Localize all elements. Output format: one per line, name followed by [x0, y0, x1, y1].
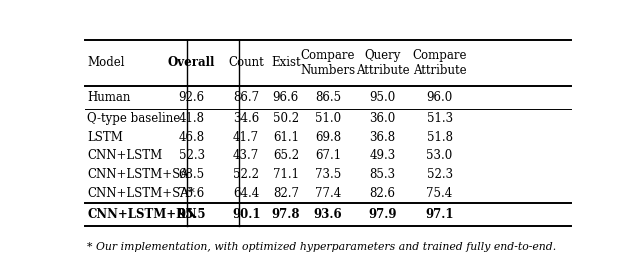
Text: 90.1: 90.1 [232, 208, 260, 221]
Text: Human: Human [88, 91, 131, 104]
Text: Compare
Attribute: Compare Attribute [412, 49, 467, 77]
Text: 75.4: 75.4 [426, 187, 452, 200]
Text: 96.6: 96.6 [273, 91, 299, 104]
Text: LSTM: LSTM [88, 130, 124, 144]
Text: 69.8: 69.8 [315, 130, 341, 144]
Text: 97.8: 97.8 [271, 208, 300, 221]
Text: CNN+LSTM+SA*: CNN+LSTM+SA* [88, 187, 195, 200]
Text: 52.3: 52.3 [426, 168, 452, 181]
Text: Q-type baseline: Q-type baseline [88, 112, 180, 125]
Text: 68.5: 68.5 [179, 168, 205, 181]
Text: 71.1: 71.1 [273, 168, 299, 181]
Text: 77.4: 77.4 [315, 187, 341, 200]
Text: 85.3: 85.3 [369, 168, 396, 181]
Text: 52.2: 52.2 [233, 168, 259, 181]
Text: 97.9: 97.9 [368, 208, 397, 221]
Text: 96.0: 96.0 [426, 91, 452, 104]
Text: 93.6: 93.6 [314, 208, 342, 221]
Text: 73.5: 73.5 [315, 168, 341, 181]
Text: 36.0: 36.0 [369, 112, 396, 125]
Text: 50.2: 50.2 [273, 112, 299, 125]
Text: 65.2: 65.2 [273, 149, 299, 162]
Text: 46.8: 46.8 [179, 130, 205, 144]
Text: 76.6: 76.6 [179, 187, 205, 200]
Text: 51.3: 51.3 [426, 112, 452, 125]
Text: 36.8: 36.8 [369, 130, 396, 144]
Text: 95.5: 95.5 [177, 208, 206, 221]
Text: 49.3: 49.3 [369, 149, 396, 162]
Text: 43.7: 43.7 [233, 149, 259, 162]
Text: 34.6: 34.6 [233, 112, 259, 125]
Text: Compare
Numbers: Compare Numbers [300, 49, 356, 77]
Text: Model: Model [88, 56, 125, 69]
Text: 52.3: 52.3 [179, 149, 205, 162]
Text: 51.8: 51.8 [427, 130, 452, 144]
Text: 86.7: 86.7 [233, 91, 259, 104]
Text: 41.8: 41.8 [179, 112, 205, 125]
Text: CNN+LSTM: CNN+LSTM [88, 149, 163, 162]
Text: 61.1: 61.1 [273, 130, 299, 144]
Text: 95.0: 95.0 [369, 91, 396, 104]
Text: 82.7: 82.7 [273, 187, 299, 200]
Text: 82.6: 82.6 [369, 187, 396, 200]
Text: 97.1: 97.1 [426, 208, 454, 221]
Text: CNN+LSTM+RN: CNN+LSTM+RN [88, 208, 197, 221]
Text: Exist: Exist [271, 56, 301, 69]
Text: CNN+LSTM+SA: CNN+LSTM+SA [88, 168, 189, 181]
Text: Count: Count [228, 56, 264, 69]
Text: * Our implementation, with optimized hyperparameters and trained fully end-to-en: * Our implementation, with optimized hyp… [88, 242, 557, 252]
Text: 86.5: 86.5 [315, 91, 341, 104]
Text: Query
Attribute: Query Attribute [356, 49, 410, 77]
Text: 41.7: 41.7 [233, 130, 259, 144]
Text: 67.1: 67.1 [315, 149, 341, 162]
Text: 53.0: 53.0 [426, 149, 452, 162]
Text: Overall: Overall [168, 56, 215, 69]
Text: 51.0: 51.0 [315, 112, 341, 125]
Text: 64.4: 64.4 [233, 187, 259, 200]
Text: 92.6: 92.6 [179, 91, 205, 104]
